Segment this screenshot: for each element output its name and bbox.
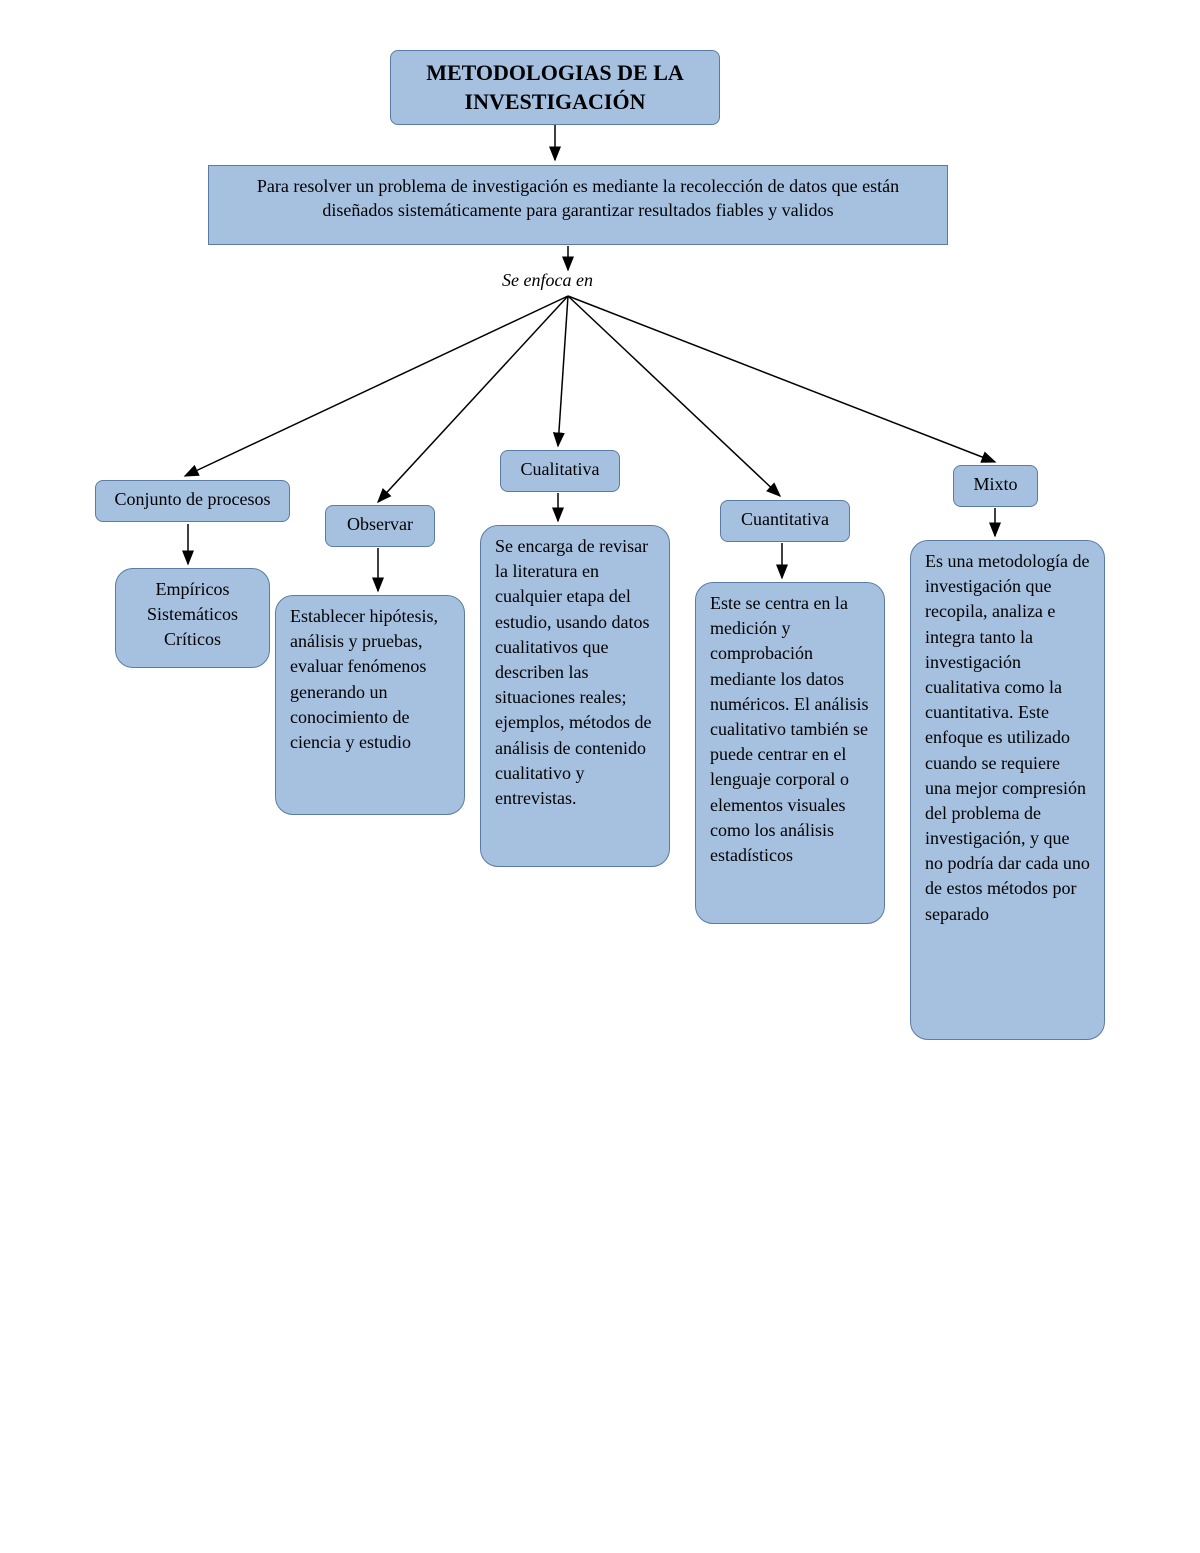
conjunto-node: Conjunto de procesos — [95, 480, 290, 522]
cualitativa-node: Cualitativa — [500, 450, 620, 492]
intro-node: Para resolver un problema de investigaci… — [208, 165, 948, 245]
mixto-body-node: Es una metodología de investigación que … — [910, 540, 1105, 1040]
observar-node: Observar — [325, 505, 435, 547]
cualitativa-body-node: Se encarga de revisar la literatura en c… — [480, 525, 670, 867]
focus-label: Se enfoca en — [502, 270, 593, 291]
cuantitativa-node: Cuantitativa — [720, 500, 850, 542]
mixto-node: Mixto — [953, 465, 1038, 507]
flowchart-canvas: METODOLOGIAS DE LA INVESTIGACIÓN Para re… — [0, 0, 1200, 1553]
observar-body-node: Establecer hipótesis, análisis y pruebas… — [275, 595, 465, 815]
cuantitativa-body-node: Este se centra en la medición y comproba… — [695, 582, 885, 924]
title-node: METODOLOGIAS DE LA INVESTIGACIÓN — [390, 50, 720, 125]
empiricos-node: Empíricos Sistemáticos Críticos — [115, 568, 270, 668]
